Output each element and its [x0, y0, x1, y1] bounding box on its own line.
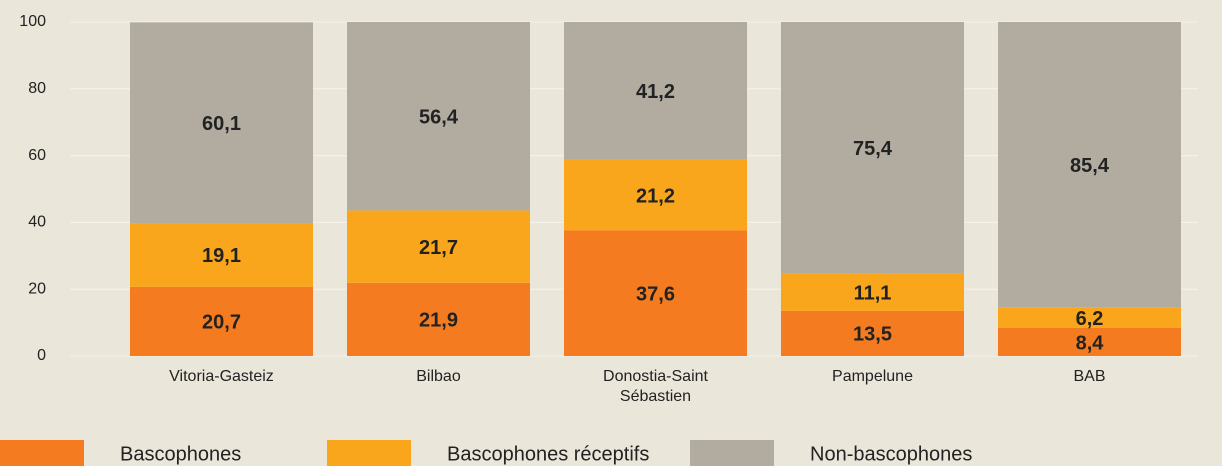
bar-segment — [998, 22, 1181, 308]
y-tick-label: 0 — [37, 347, 46, 364]
y-tick-label: 40 — [28, 214, 46, 231]
data-label: 6,2 — [1076, 308, 1104, 330]
data-label: 56,4 — [419, 106, 459, 128]
bar-segment — [564, 230, 747, 356]
bar-segment — [130, 22, 313, 224]
bar-segment — [781, 273, 964, 311]
bar-segment — [781, 22, 964, 274]
data-label: 19,1 — [202, 245, 241, 267]
x-tick-label: BAB — [1073, 368, 1106, 385]
bar-segment — [130, 223, 313, 287]
legend-label: Bascophones réceptifs — [447, 443, 649, 465]
bar-segment — [564, 22, 747, 160]
x-tick-label: Pampelune — [832, 368, 913, 385]
data-label: 75,4 — [853, 138, 893, 160]
data-label: 41,2 — [636, 81, 675, 103]
bar-segment — [347, 22, 530, 211]
y-tick-label: 100 — [19, 13, 46, 30]
bar-segment — [564, 159, 747, 231]
data-label: 13,5 — [853, 324, 892, 346]
bar-segment — [347, 210, 530, 283]
x-tick-label: Bilbao — [416, 368, 461, 385]
x-tick-label: Donostia-Saint Sébastien — [603, 368, 708, 405]
data-label: 20,7 — [202, 312, 241, 334]
bar-segment — [998, 327, 1181, 356]
data-label: 8,4 — [1076, 332, 1105, 354]
bar-segment — [998, 307, 1181, 328]
legend-swatch — [0, 440, 84, 466]
data-label: 21,9 — [419, 310, 458, 332]
data-label: 37,6 — [636, 283, 675, 305]
bar-segment — [347, 282, 530, 356]
data-label: 60,1 — [202, 113, 241, 135]
data-label: 21,7 — [419, 237, 458, 259]
y-tick-label: 80 — [28, 80, 46, 97]
legend-label: Bascophones — [120, 443, 241, 465]
y-tick-label: 60 — [28, 147, 46, 164]
data-label: 85,4 — [1070, 155, 1110, 177]
x-tick-label: Vitoria-Gasteiz — [169, 368, 274, 385]
bar-segment — [781, 310, 964, 356]
data-label: 11,1 — [854, 283, 892, 305]
legend-swatch — [690, 440, 774, 466]
bar-segment — [130, 286, 313, 356]
legend-swatch — [327, 440, 411, 466]
y-tick-label: 20 — [28, 280, 46, 297]
legend-label: Non-bascophones — [810, 443, 972, 465]
data-label: 21,2 — [636, 185, 675, 207]
